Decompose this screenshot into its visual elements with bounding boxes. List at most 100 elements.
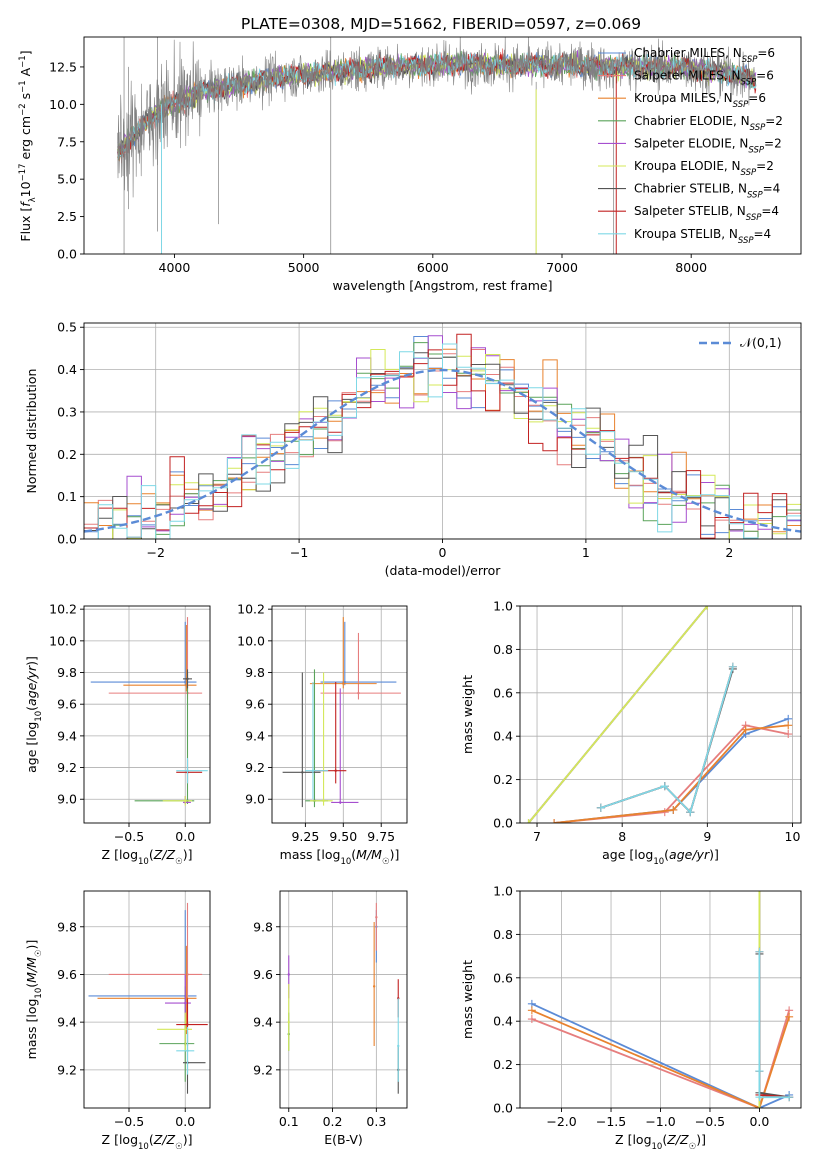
y-axis-label: Normed distribution (24, 369, 39, 494)
y-tick-label: 1.0 (493, 599, 513, 614)
x-tick-label: 4000 (159, 260, 191, 275)
data-point (397, 1044, 400, 1048)
x-tick-label: 9 (703, 829, 711, 844)
residuals-panel: −2 −1 0 1 2 0.0 0.1 0.2 0.3 0.4 0.5 (data-model)/er… (24, 320, 802, 578)
y-tick-label: 10.0 (49, 97, 77, 112)
mass-weight-marker (728, 662, 737, 671)
plot-area (117, 37, 757, 254)
mass-weight-marker (703, 606, 712, 610)
data-point (287, 1020, 290, 1024)
legend-entry: Kroupa STELIB, NSSP=4 (634, 227, 771, 246)
mass-weight-line (758, 951, 790, 1099)
mass-weight-line (554, 717, 789, 823)
y-tick-label: 0.6 (493, 970, 513, 985)
y-tick-label: 0.8 (493, 927, 513, 942)
x-axis-label: E(B-V) (324, 1132, 363, 1147)
x-tick-label: 0.3 (366, 1114, 386, 1129)
x-tick-label: 1 (582, 545, 590, 560)
mass-weight-marker (785, 1093, 794, 1102)
mass-weight-marker (755, 891, 764, 895)
x-axis-label: Z [log10(Z/Z☉)] (615, 1132, 706, 1152)
y-tick-label: 0.0 (57, 247, 77, 262)
data-point (342, 682, 345, 685)
legend-entry: Chabrier ELODIE, NSSP=2 (634, 114, 783, 133)
x-axis-label: age [log10(age/yr)] (602, 847, 719, 867)
mass-weight-marker (755, 1093, 764, 1102)
y-tick-label: 2.5 (57, 209, 77, 224)
y-tick-label: 9.2 (57, 1062, 77, 1077)
y-axis-label: Flux [fλ10−17 erg cm−2 s−1 A−1] (18, 50, 38, 241)
age-vs-z-panel: −0.5 0.0 9.0 9.2 9.4 9.6 9.8 10.0 10.2 Z [log10(Z… (24, 602, 211, 867)
axes-frame (271, 605, 408, 824)
y-tick-label: 10.2 (49, 602, 77, 617)
x-tick-label: 9.50 (329, 829, 357, 844)
mass-weight-line (554, 724, 789, 823)
x-tick-label: 0.0 (749, 1114, 769, 1129)
x-tick-label: 9.25 (291, 829, 319, 844)
y-tick-label: 0.0 (493, 1101, 513, 1116)
x-tick-label: −1.0 (645, 1114, 675, 1129)
y-tick-label: 0.5 (57, 320, 77, 335)
y-tick-label: 0.4 (493, 1014, 513, 1029)
x-axis-label: (data-model)/error (385, 563, 502, 578)
x-tick-label: −0.5 (695, 1114, 725, 1129)
axes-frame (279, 890, 408, 1109)
y-tick-label: 9.2 (57, 760, 77, 775)
legend-entry: Salpeter STELIB, NSSP=4 (634, 204, 779, 223)
y-tick-label: 9.8 (57, 665, 77, 680)
y-tick-label: 0.4 (57, 362, 77, 377)
plot-area (84, 606, 210, 823)
legend-entry: Chabrier MILES, NSSP=6 (634, 46, 775, 65)
x-tick-label: −1 (290, 545, 308, 560)
data-point (339, 801, 342, 804)
data-point (186, 1049, 189, 1052)
x-tick-label: 0.2 (323, 1114, 343, 1129)
y-tick-label: 10.0 (237, 633, 265, 648)
mass-weight-marker (755, 1067, 764, 1076)
y-tick-label: 9.6 (253, 967, 273, 982)
data-point (334, 769, 337, 772)
mass-weight-marker (755, 947, 764, 956)
mass-weight-vs-age-panel: 7 8 9 10 0.0 0.2 0.4 0.6 0.8 1.0 age [log10(age/yr… (460, 599, 802, 867)
y-tick-label: 9.6 (57, 967, 77, 982)
axes-frame (83, 36, 802, 255)
mass-weight-marker (755, 1104, 764, 1108)
y-tick-label: 0.1 (57, 489, 77, 504)
y-tick-label: 9.0 (245, 792, 265, 807)
mass-weight-line (531, 1010, 790, 1108)
plot-area (280, 891, 407, 1108)
y-tick-label: 0.2 (57, 447, 77, 462)
x-axis-label: Z [log10(Z/Z☉)] (102, 847, 193, 867)
x-tick-label: 10 (785, 829, 801, 844)
normal-curve-line (84, 368, 801, 533)
y-tick-label: 7.5 (57, 134, 77, 149)
x-tick-label: −2.0 (546, 1114, 576, 1129)
x-tick-label: 2 (725, 545, 733, 560)
x-axis-label: Z [log10(Z/Z☉)] (102, 1132, 193, 1152)
mass-weight-line (531, 1002, 790, 1108)
data-point (186, 769, 189, 772)
legend-entry: Salpeter MILES, NSSP=6 (634, 69, 774, 88)
mass-weight-marker (660, 782, 669, 791)
spectrum-panel: 4000 5000 6000 7000 8000 0.0 2.5 5.0 7.5 10.0 12.5… (18, 36, 802, 293)
y-tick-label: 0.2 (493, 772, 513, 787)
x-tick-label: 7 (533, 829, 541, 844)
y-tick-label: 9.4 (245, 728, 265, 743)
mass-weight-line (600, 668, 734, 814)
x-tick-label: −2 (146, 545, 164, 560)
mass-weight-line (600, 666, 734, 814)
mass-weight-marker (660, 808, 669, 817)
y-tick-label: 9.8 (57, 919, 77, 934)
legend-entry: Salpeter ELODIE, NSSP=2 (634, 136, 782, 155)
mass-weight-line (527, 606, 708, 823)
y-tick-label: 9.2 (245, 760, 265, 775)
y-tick-label: 0.4 (493, 729, 513, 744)
data-point (184, 1028, 187, 1031)
data-point (186, 1023, 189, 1026)
y-axis-label: mass [log10(M/M☉)] (24, 940, 44, 1060)
data-point (343, 680, 347, 684)
mass-weight-marker (550, 819, 559, 823)
legend-entry: Kroupa MILES, NSSP=6 (634, 91, 766, 110)
y-tick-label: 9.2 (253, 1062, 273, 1077)
x-tick-label: 0.0 (175, 1114, 195, 1129)
